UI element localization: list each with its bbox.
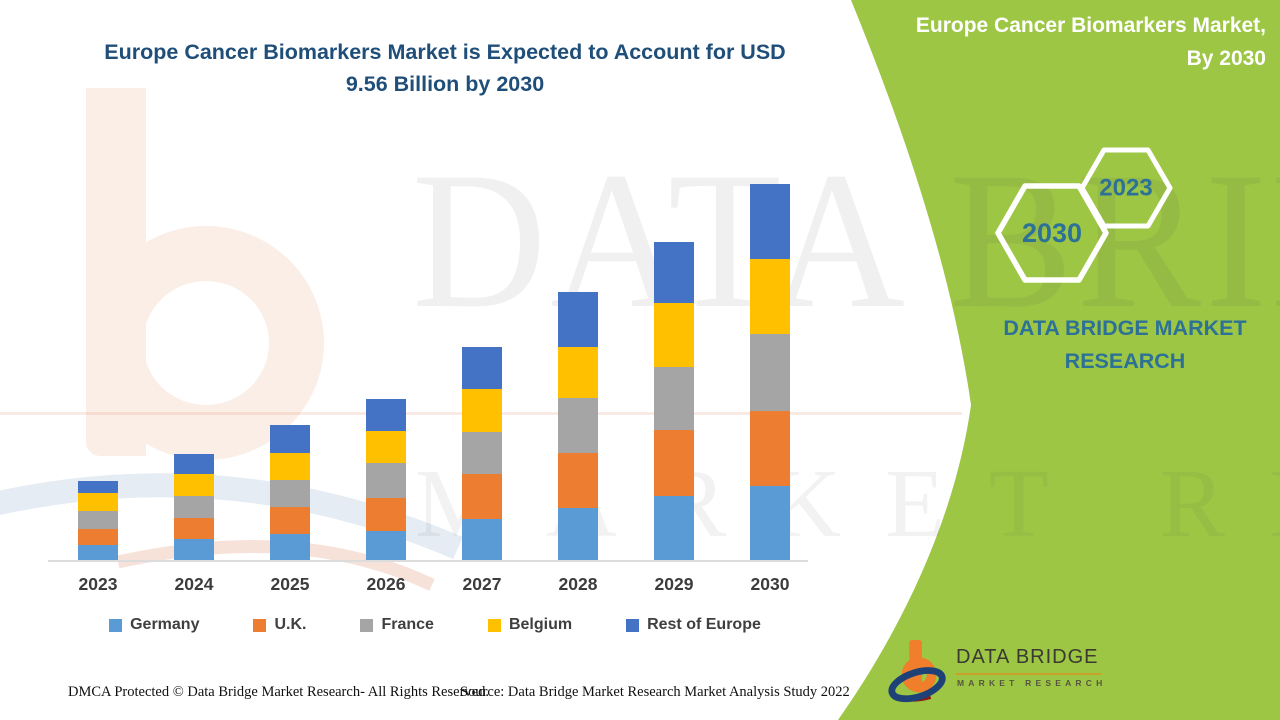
- hexagon-2023-label: 2023: [1099, 175, 1152, 202]
- bar-2023: [78, 480, 118, 560]
- bar-segment-2027-Rest of Europe: [462, 346, 502, 390]
- bar-segment-2029-U.K.: [654, 429, 694, 496]
- bar-segment-2028-Belgium: [558, 346, 598, 398]
- bar-segment-2023-U.K.: [78, 528, 118, 546]
- bar-segment-2027-Belgium: [462, 389, 502, 432]
- data-bridge-logo-icon: [888, 639, 946, 703]
- bar-segment-2025-U.K.: [270, 506, 310, 535]
- bar-2025: [270, 425, 310, 560]
- bar-segment-2026-Rest of Europe: [366, 398, 406, 432]
- chart-title: Europe Cancer Biomarkers Market is Expec…: [15, 36, 875, 101]
- hexagon-badges: 2030 2023: [995, 147, 1173, 283]
- bar-2030: [750, 184, 790, 560]
- x-axis-label-2027: 2027: [462, 574, 502, 594]
- bar-segment-2023-Belgium: [78, 493, 118, 511]
- legend: Germany U.K. France Belgium Rest of Europe: [60, 616, 810, 634]
- bar-segment-2029-Rest of Europe: [654, 241, 694, 304]
- footer-source-text: Source: Data Bridge Market Research Mark…: [460, 684, 850, 700]
- bar-segment-2030-Belgium: [750, 258, 790, 335]
- bar-segment-2024-Germany: [174, 539, 214, 560]
- x-axis-line: [48, 560, 808, 562]
- x-axis-label-2028: 2028: [558, 574, 598, 594]
- bar-segment-2027-France: [462, 431, 502, 474]
- bar-segment-2028-Rest of Europe: [558, 291, 598, 347]
- bar-segment-2026-U.K.: [366, 497, 406, 531]
- bar-segment-2027-U.K.: [462, 473, 502, 520]
- legend-swatch-Rest of Europe: [626, 618, 640, 632]
- bar-segment-2030-U.K.: [750, 410, 790, 487]
- bar-segment-2028-Germany: [558, 507, 598, 560]
- bar-2026: [366, 398, 406, 560]
- legend-label-Germany: Germany: [130, 616, 200, 633]
- legend-item-Belgium: Belgium: [487, 616, 573, 634]
- hexagon-2023-outline: [1079, 147, 1173, 229]
- bar-segment-2024-U.K.: [174, 517, 214, 540]
- bar-segment-2028-France: [558, 397, 598, 453]
- logo-underline: [956, 673, 1101, 675]
- bar-segment-2024-France: [174, 495, 214, 518]
- legend-label-U.K.: U.K.: [274, 616, 307, 633]
- bar-segment-2029-France: [654, 366, 694, 430]
- bar-segment-2025-Germany: [270, 534, 310, 560]
- bar-segment-2025-Rest of Europe: [270, 425, 310, 453]
- green-panel: [838, 0, 1280, 720]
- bar-segment-2026-Germany: [366, 530, 406, 560]
- legend-item-Germany: Germany: [109, 616, 199, 634]
- chart-title-line2: 9.56 Billion by 2030: [345, 72, 545, 97]
- bar-segment-2023-Rest of Europe: [78, 480, 118, 494]
- legend-swatch-U.K.: [253, 618, 267, 632]
- bar-2027: [462, 346, 502, 560]
- legend-swatch-Germany: [109, 618, 123, 632]
- x-axis-label-2024: 2024: [174, 574, 214, 594]
- side-panel-title-line1: Europe Cancer Biomarkers Market,: [915, 14, 1266, 37]
- bar-segment-2023-Germany: [78, 545, 118, 560]
- side-brand-text: DATA BRIDGE MARKET RESEARCH: [1003, 316, 1247, 374]
- legend-item-Rest of Europe: Rest of Europe: [626, 616, 761, 634]
- bar-segment-2024-Belgium: [174, 474, 214, 496]
- x-axis-label-2025: 2025: [270, 574, 310, 594]
- legend-item-U.K.: U.K.: [253, 616, 306, 634]
- bar-segment-2026-France: [366, 463, 406, 498]
- hexagon-2030-label: 2030: [1022, 218, 1082, 248]
- bar-segment-2029-Belgium: [654, 303, 694, 367]
- bar-segment-2028-U.K.: [558, 452, 598, 508]
- bars: [78, 160, 790, 560]
- bar-segment-2025-France: [270, 480, 310, 507]
- x-axis-label-2030: 2030: [750, 574, 790, 594]
- bar-2024: [174, 454, 214, 560]
- chart-title-line1: Europe Cancer Biomarkers Market is Expec…: [104, 40, 786, 64]
- side-panel-title: Europe Cancer Biomarkers Market, By 2030: [866, 10, 1266, 75]
- bar-segment-2025-Belgium: [270, 452, 310, 481]
- x-axis-label-2023: 2023: [78, 574, 118, 594]
- legend-swatch-France: [360, 618, 374, 632]
- data-bridge-logo: DATA BRIDGE MARKET RESEARCH: [888, 636, 1118, 708]
- legend-label-France: France: [381, 616, 434, 633]
- legend-label-Belgium: Belgium: [508, 616, 573, 633]
- x-axis-labels: 2023 2024 2025 2026 2027 2028 2029 2030: [68, 574, 800, 595]
- bar-segment-2029-Germany: [654, 495, 694, 560]
- legend-swatch-Belgium: [487, 618, 501, 632]
- bar-segment-2030-France: [750, 334, 790, 411]
- bar-segment-2026-Belgium: [366, 431, 406, 464]
- bar-2029: [654, 241, 694, 560]
- footer-dmca-text: DMCA Protected © Data Bridge Market Rese…: [68, 684, 489, 700]
- x-axis-label-2029: 2029: [654, 574, 694, 594]
- side-panel-title-line2: By 2030: [1186, 46, 1266, 70]
- legend-label-Rest of Europe: Rest of Europe: [647, 616, 761, 633]
- logo-subtitle: MARKET RESEARCH: [957, 678, 1107, 688]
- bar-2028: [558, 291, 598, 560]
- logo-name: DATA BRIDGE: [956, 646, 1099, 668]
- bar-segment-2030-Rest of Europe: [750, 184, 790, 259]
- bar-segment-2024-Rest of Europe: [174, 454, 214, 475]
- bar-segment-2027-Germany: [462, 519, 502, 560]
- bar-segment-2023-France: [78, 510, 118, 529]
- x-axis-label-2026: 2026: [366, 574, 406, 594]
- legend-item-France: France: [360, 616, 434, 634]
- hexagon-2030-outline: [995, 183, 1109, 283]
- bar-segment-2030-Germany: [750, 486, 790, 560]
